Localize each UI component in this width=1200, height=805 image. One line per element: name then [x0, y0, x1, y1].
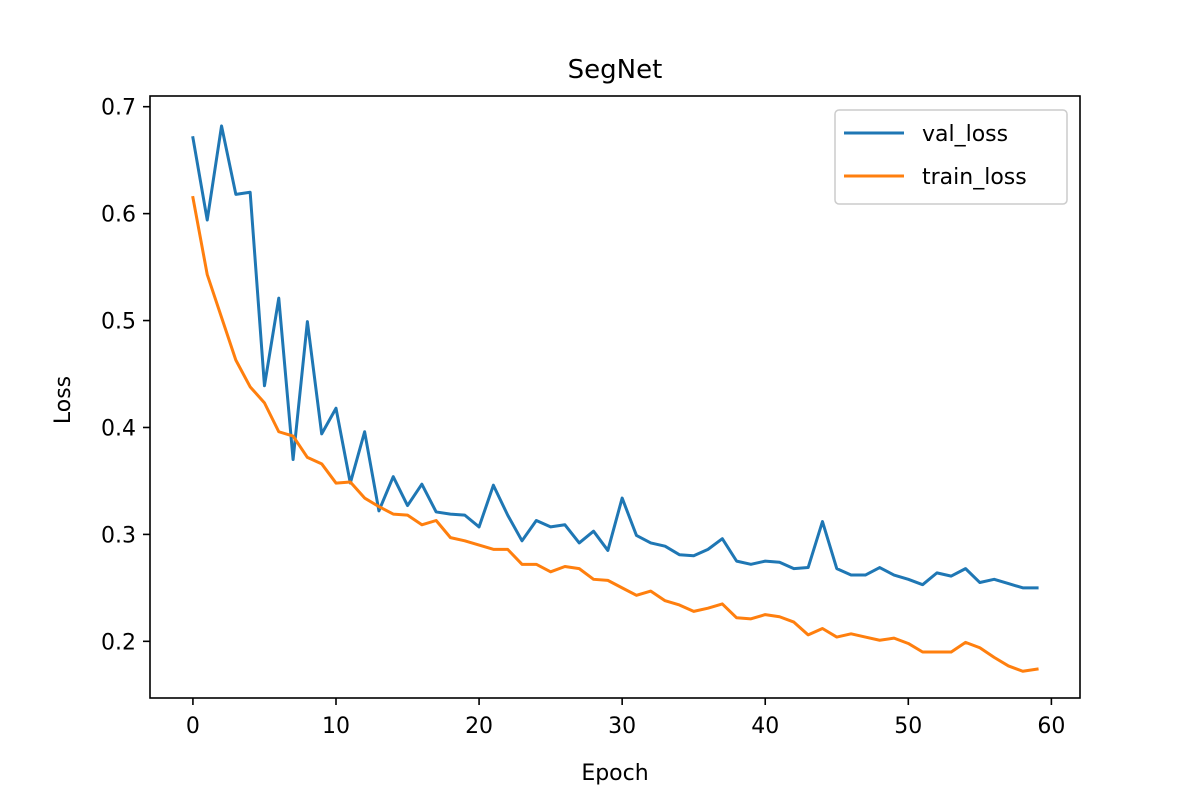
x-tick-label: 40 [751, 714, 779, 739]
x-tick-label: 30 [608, 714, 636, 739]
y-tick-label: 0.4 [101, 416, 136, 441]
y-tick-label: 0.5 [101, 310, 136, 335]
y-tick-label: 0.7 [101, 96, 136, 121]
y-axis-label: Loss [51, 376, 76, 424]
x-tick-label: 20 [465, 714, 493, 739]
x-tick-label: 0 [186, 714, 200, 739]
legend: val_loss train_loss [835, 110, 1067, 204]
x-tick-label: 10 [322, 714, 350, 739]
x-axis-label: Epoch [581, 761, 648, 786]
y-tick-label: 0.2 [101, 630, 136, 655]
x-tick-label: 50 [894, 714, 922, 739]
chart-title: SegNet [568, 55, 663, 85]
legend-label-val-loss: val_loss [922, 122, 1008, 147]
y-tick-label: 0.6 [101, 203, 136, 228]
x-tick-label: 60 [1037, 714, 1065, 739]
legend-label-train-loss: train_loss [922, 165, 1027, 190]
y-tick-label: 0.3 [101, 523, 136, 548]
